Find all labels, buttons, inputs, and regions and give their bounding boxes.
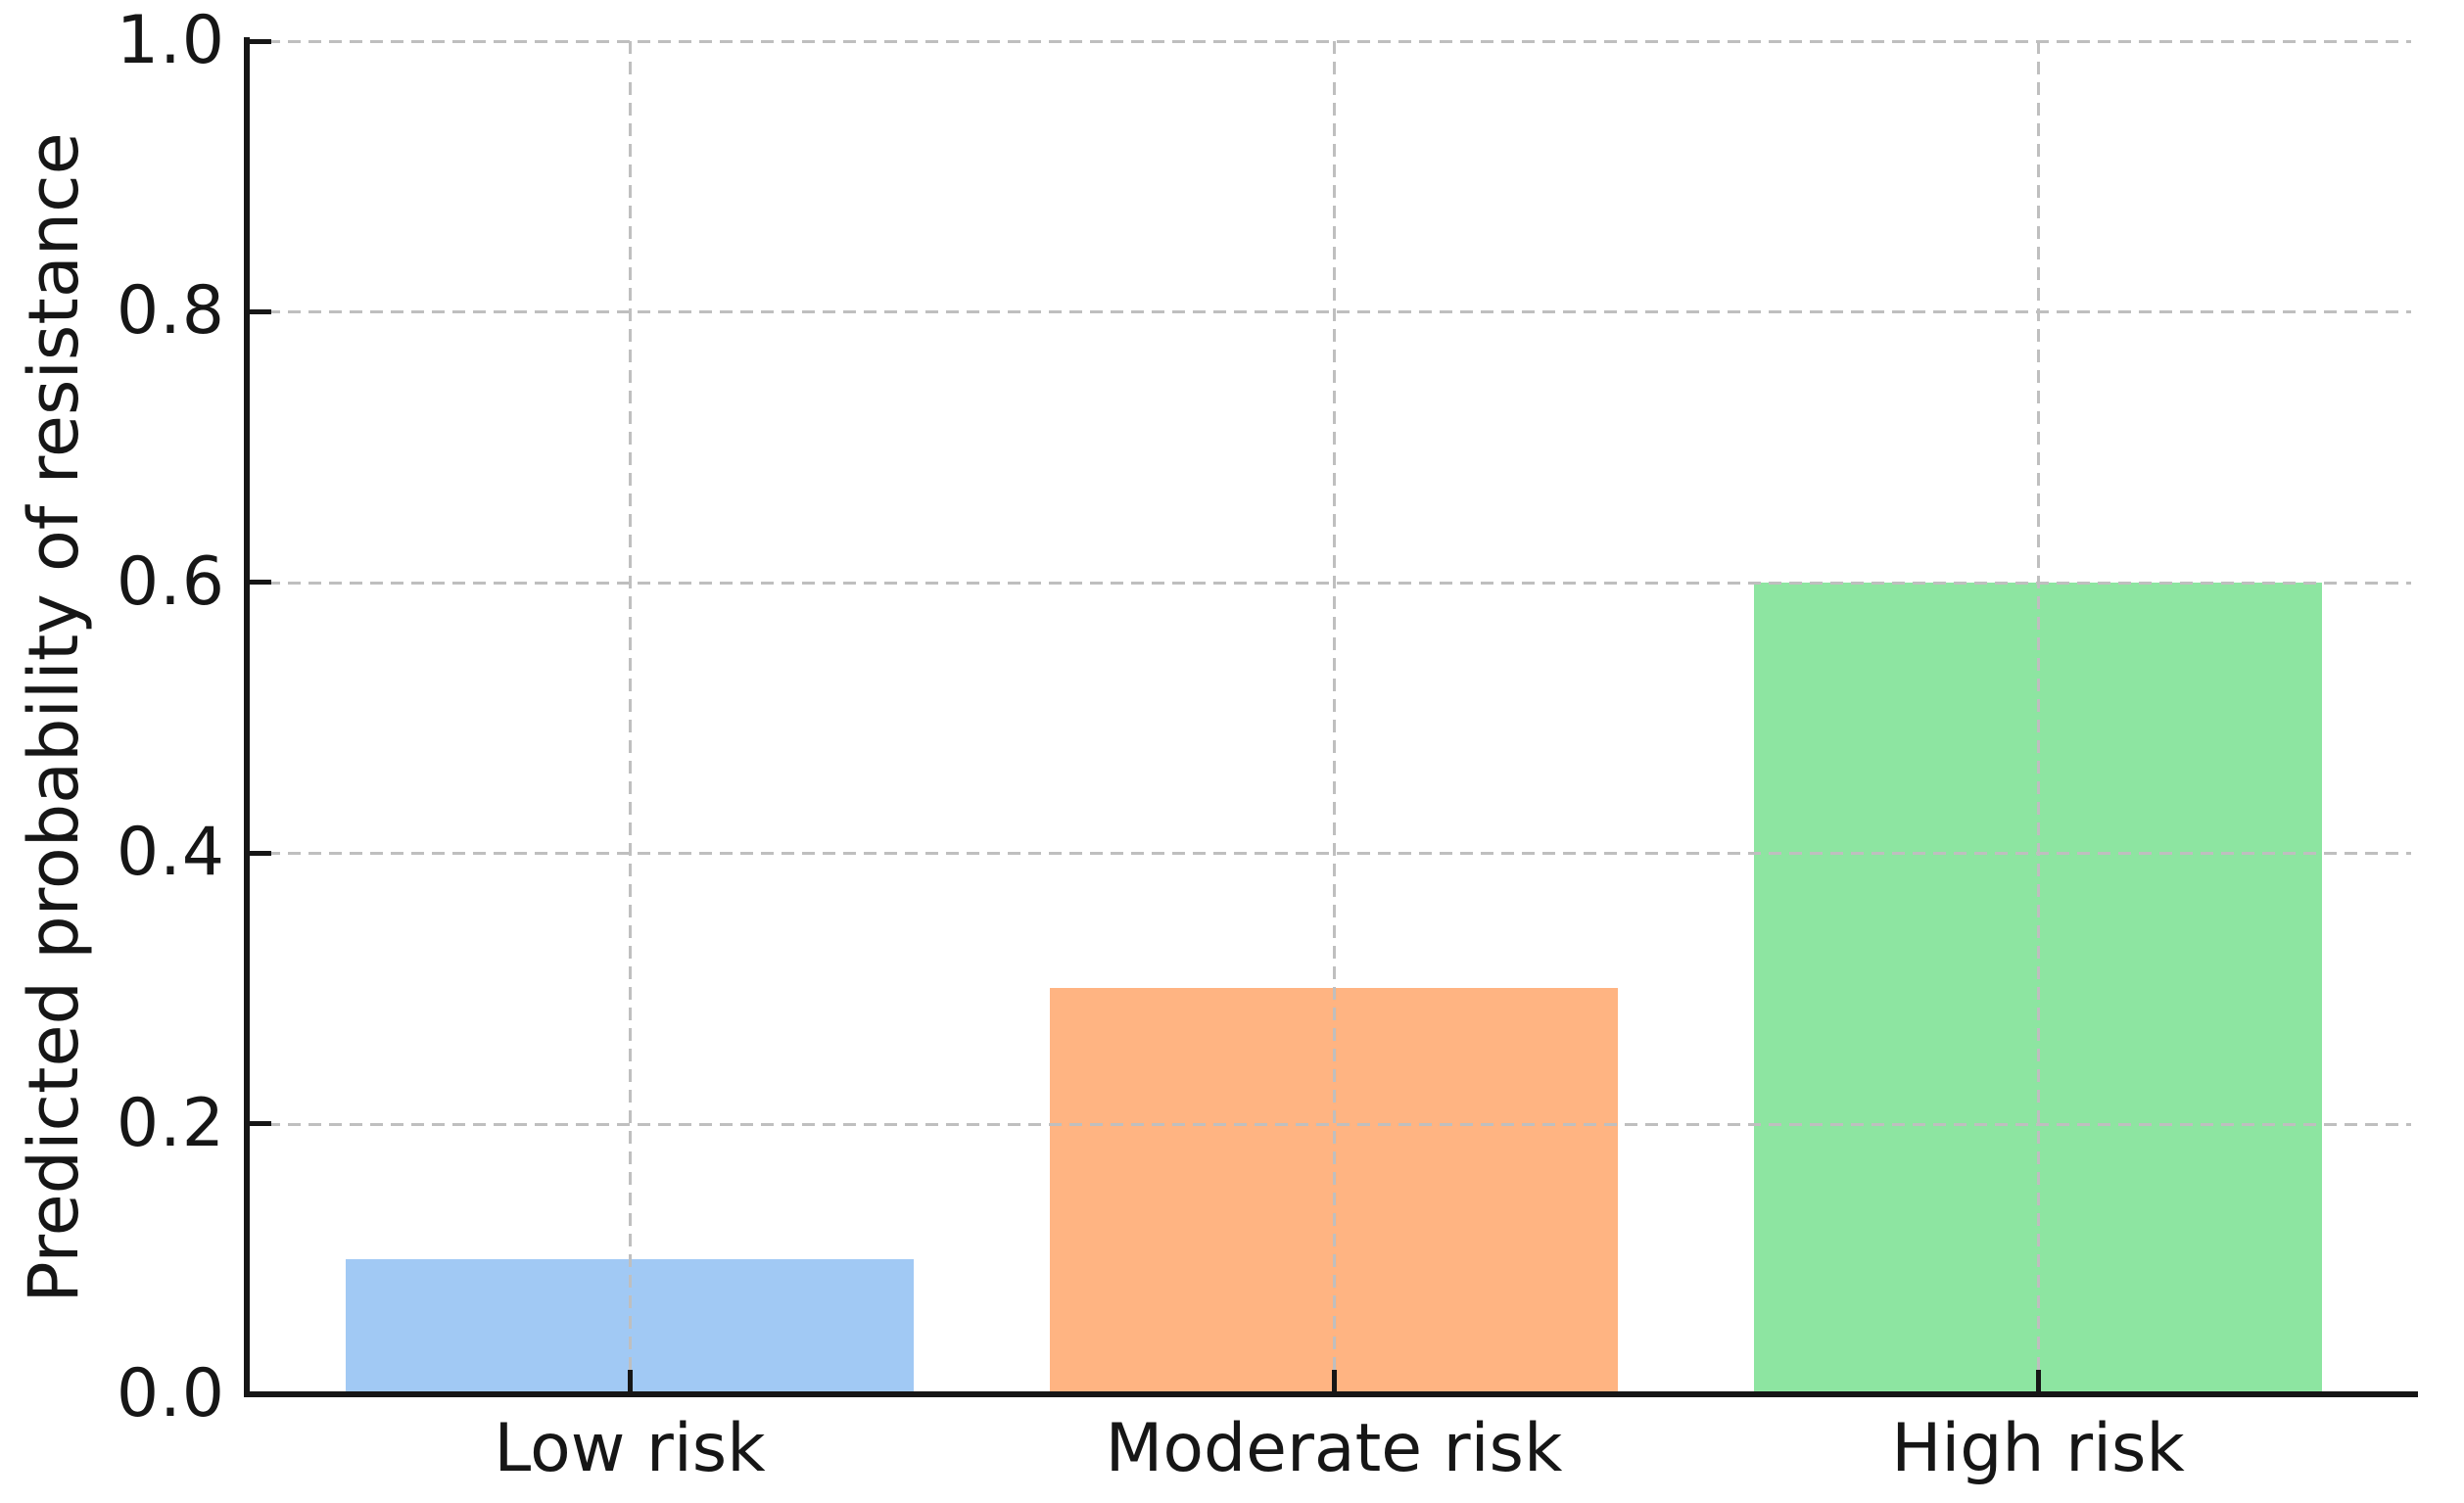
y-tick-label-0.6: 0.6 <box>116 542 225 621</box>
v-gridline-low-risk <box>629 41 632 1394</box>
left-spine <box>244 37 250 1397</box>
h-gridline-0.2 <box>247 1122 2411 1126</box>
v-gridline-high-risk <box>2037 41 2040 1394</box>
h-gridline-1 <box>247 40 2411 43</box>
v-gridline-moderate-risk <box>1333 41 1336 1394</box>
y-tick-mark-0.4 <box>250 850 271 856</box>
y-tick-label-0.8: 0.8 <box>116 272 225 351</box>
h-gridline-0.8 <box>247 310 2411 314</box>
x-tick-mark-moderate-risk <box>1331 1370 1337 1391</box>
h-gridline-0.4 <box>247 852 2411 856</box>
y-tick-mark-0.2 <box>250 1121 271 1127</box>
x-tick-mark-low-risk <box>627 1370 633 1391</box>
x-tick-mark-high-risk <box>2035 1370 2041 1391</box>
y-tick-label-0.2: 0.2 <box>116 1084 225 1162</box>
y-tick-mark-0.8 <box>250 308 271 314</box>
h-gridline-0.6 <box>247 581 2411 585</box>
y-tick-label-1.0: 1.0 <box>116 2 225 79</box>
x-tick-label-moderate-risk: Moderate risk <box>1105 1410 1563 1487</box>
x-tick-label-low-risk: Low risk <box>494 1410 766 1487</box>
y-tick-label-0.4: 0.4 <box>116 814 225 892</box>
y-tick-mark-0.6 <box>250 580 271 586</box>
bottom-spine <box>244 1391 2418 1397</box>
y-tick-mark-1 <box>250 38 271 44</box>
x-tick-label-high-risk: High risk <box>1891 1410 2185 1487</box>
y-tick-label-0.0: 0.0 <box>116 1355 225 1433</box>
